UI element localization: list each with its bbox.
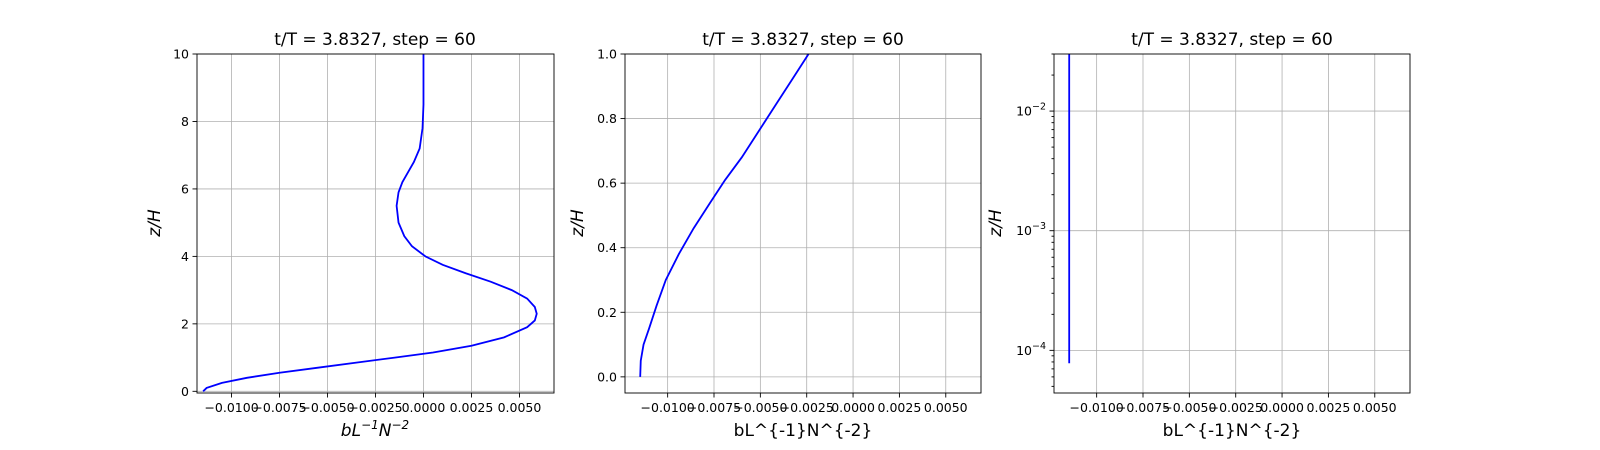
y-tick-label: 4	[181, 249, 189, 264]
y-tick-label: 0	[181, 384, 189, 399]
y-tick-label: 10−4	[1016, 341, 1046, 358]
data-line	[639, 53, 810, 377]
chart-panel-2: t/T = 3.8327, step = 60 bL^{-1}N^{-2} z/…	[568, 30, 904, 441]
x-tick-label: 0.0025	[1307, 400, 1351, 415]
x-tick-label: 0.0050	[924, 400, 968, 415]
plot-frame	[1053, 53, 1411, 394]
x-axis-label-exp1: −1	[361, 418, 379, 432]
x-tick-label: 0.0000	[831, 400, 875, 415]
y-axis-label: z/H	[986, 209, 1006, 238]
y-tick-label: 0.2	[597, 305, 617, 320]
x-tick-label: −0.0050	[733, 400, 787, 415]
x-tick-label: −0.0100	[641, 400, 695, 415]
x-tick-label: −0.0075	[687, 400, 741, 415]
y-tick-label: 10	[173, 47, 189, 62]
y-tick-label: 6	[181, 181, 189, 196]
x-tick-label: −0.0100	[204, 400, 258, 415]
y-tick-label: 10−2	[1016, 102, 1046, 119]
x-tick-label: −0.0025	[1209, 400, 1263, 415]
y-tick-label: 1.0	[597, 47, 617, 62]
y-tick-label: 10−3	[1016, 221, 1046, 238]
y-tick-label: 0.0	[597, 369, 617, 384]
chart-title: t/T = 3.8327, step = 60	[274, 30, 476, 50]
x-tick-label: −0.0050	[300, 400, 354, 415]
plot-frame	[624, 53, 982, 394]
x-tick-label: −0.0025	[780, 400, 834, 415]
y-tick-label: 8	[181, 114, 189, 129]
x-axis-label: bL^{-1}N^{-2}	[1163, 421, 1302, 441]
x-tick-label: 0.0025	[450, 400, 494, 415]
chart-title: t/T = 3.8327, step = 60	[702, 30, 904, 50]
y-tick-label: 0.8	[597, 111, 617, 126]
x-tick-label: 0.0000	[1260, 400, 1304, 415]
x-axis-label: bL−1N−2	[341, 418, 409, 441]
x-tick-label: 0.0025	[878, 400, 922, 415]
x-tick-label: −0.0075	[1116, 400, 1170, 415]
y-tick-label: 0.4	[597, 240, 617, 255]
data-line	[202, 54, 538, 392]
x-tick-label: −0.0075	[252, 400, 306, 415]
y-tick-label: 0.6	[597, 176, 617, 191]
chart-title: t/T = 3.8327, step = 60	[1131, 30, 1333, 50]
x-axis-label-mid: N	[379, 421, 392, 441]
x-tick-label: 0.0050	[1353, 400, 1397, 415]
x-tick-label: −0.0100	[1070, 400, 1124, 415]
x-axis-label: bL^{-1}N^{-2}	[734, 421, 873, 441]
chart-panel-1: t/T = 3.8327, step = 60 bL−1N−2 z/H	[145, 30, 476, 441]
y-axis-label: z/H	[568, 209, 588, 238]
x-tick-label: −0.0025	[348, 400, 402, 415]
chart-panel-3: t/T = 3.8327, step = 60 bL^{-1}N^{-2} z/…	[986, 30, 1333, 441]
x-tick-label: −0.0050	[1162, 400, 1216, 415]
y-tick-label: 2	[181, 316, 189, 331]
y-axis-label: z/H	[145, 209, 165, 238]
x-axis-label-base: bL	[341, 421, 361, 441]
x-tick-label: 0.0000	[402, 400, 446, 415]
x-tick-label: 0.0050	[498, 400, 542, 415]
x-axis-label-exp2: −2	[391, 418, 409, 432]
